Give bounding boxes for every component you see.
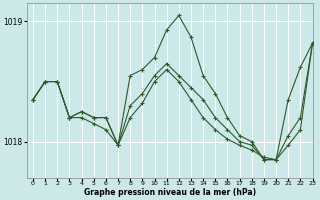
X-axis label: Graphe pression niveau de la mer (hPa): Graphe pression niveau de la mer (hPa) (84, 188, 256, 197)
